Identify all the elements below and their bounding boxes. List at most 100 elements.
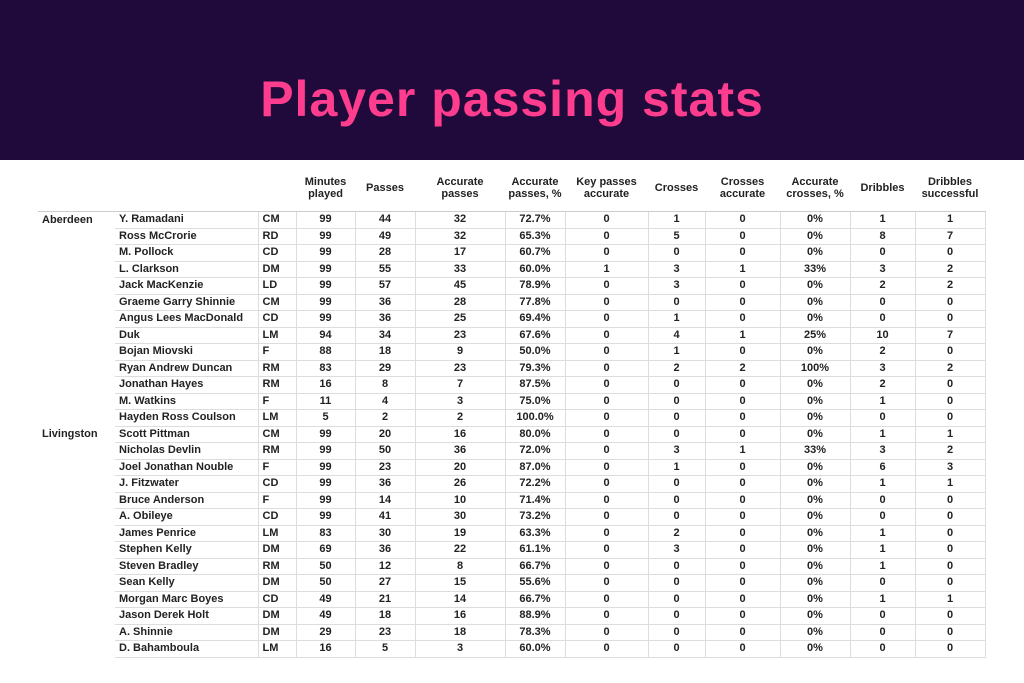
stat-cell: 0% bbox=[780, 277, 851, 295]
stat-cell: 1 bbox=[915, 475, 986, 493]
stat-cell: 20 bbox=[415, 459, 506, 476]
player-row: James Penrice LM 83 30 19 63.3% 0 2 0 0% 1 0 bbox=[38, 525, 986, 542]
stat-cell: 14 bbox=[415, 591, 506, 608]
player-name: D. Bahamboula bbox=[115, 640, 259, 658]
stat-cell: 0% bbox=[780, 541, 851, 559]
stat-cell: 32 bbox=[415, 211, 506, 229]
stat-cell: 0 bbox=[915, 640, 986, 658]
stat-cell: 25 bbox=[415, 310, 506, 328]
stat-cell: 83 bbox=[296, 525, 356, 542]
stat-cell: 2 bbox=[915, 277, 986, 295]
stat-cell: 3 bbox=[648, 277, 706, 295]
stat-cell: 0 bbox=[705, 426, 781, 443]
stat-cell: 0 bbox=[850, 624, 916, 641]
stat-cell: 0 bbox=[915, 492, 986, 509]
player-row: D. Bahamboula LM 16 5 3 60.0% 0 0 0 0% 0 0 bbox=[38, 640, 986, 658]
stat-cell: 0 bbox=[915, 541, 986, 559]
stat-cell: 0 bbox=[705, 343, 781, 361]
stat-cell: 1 bbox=[705, 442, 781, 460]
stat-cell: 69 bbox=[296, 541, 356, 559]
player-name: Stephen Kelly bbox=[115, 541, 259, 559]
stat-cell: 1 bbox=[915, 591, 986, 608]
player-name: James Penrice bbox=[115, 525, 259, 542]
stat-cell: 16 bbox=[296, 376, 356, 394]
stat-cell: 10 bbox=[850, 327, 916, 344]
stat-cell: 1 bbox=[850, 558, 916, 575]
player-row: Graeme Garry Shinnie CM 99 36 28 77.8% 0 0 0 0% 0 0 bbox=[38, 294, 986, 311]
stat-cell: 28 bbox=[415, 294, 506, 311]
team-name: Livingston bbox=[42, 427, 98, 440]
stat-cell: 33 bbox=[415, 261, 506, 278]
stat-cell: 0 bbox=[915, 574, 986, 592]
stat-cell: 0 bbox=[705, 541, 781, 559]
stat-cell: 0% bbox=[780, 228, 851, 245]
stat-cell: 0% bbox=[780, 525, 851, 542]
stat-cell: 12 bbox=[355, 558, 416, 575]
position: DM bbox=[258, 261, 297, 278]
stat-cell: 0% bbox=[780, 409, 851, 427]
stat-cell: 23 bbox=[415, 360, 506, 377]
stat-cell: 0% bbox=[780, 640, 851, 658]
player-row: Steven Bradley RM 50 12 8 66.7% 0 0 0 0% 1 0 bbox=[38, 558, 986, 575]
stat-cell: 55.6% bbox=[505, 574, 566, 592]
stat-cell: 9 bbox=[415, 343, 506, 361]
stat-cell: 16 bbox=[415, 426, 506, 443]
stat-cell: 0 bbox=[850, 409, 916, 427]
stat-cell: 99 bbox=[296, 442, 356, 460]
player-name: Bruce Anderson bbox=[115, 492, 259, 509]
player-row: Livingston Scott Pittman CM 99 20 16 80.0% 0 0 0 0… bbox=[38, 426, 986, 443]
player-name: Joel Jonathan Nouble bbox=[115, 459, 259, 476]
stat-cell: 8 bbox=[355, 376, 416, 394]
stat-cell: 0% bbox=[780, 393, 851, 410]
column-header: Accurate passes, % bbox=[505, 165, 565, 212]
stat-cell: 0 bbox=[915, 624, 986, 641]
stat-cell: 0 bbox=[565, 211, 649, 229]
blank bbox=[38, 608, 115, 625]
stat-cell: 3 bbox=[850, 360, 916, 377]
stat-cell: 3 bbox=[850, 442, 916, 460]
stat-cell: 99 bbox=[296, 244, 356, 262]
position: F bbox=[258, 343, 297, 361]
stat-cell: 49 bbox=[296, 607, 356, 625]
stat-cell: 100% bbox=[780, 360, 851, 377]
player-name: Graeme Garry Shinnie bbox=[115, 294, 259, 311]
blank bbox=[38, 261, 115, 278]
stat-cell: 72.7% bbox=[505, 211, 566, 229]
stat-cell: 0 bbox=[705, 624, 781, 641]
stat-cell: 29 bbox=[296, 624, 356, 641]
stat-cell: 0 bbox=[648, 591, 706, 608]
stat-cell: 72.0% bbox=[505, 442, 566, 460]
stat-cell: 0 bbox=[648, 409, 706, 427]
stat-cell: 7 bbox=[915, 327, 986, 344]
blank bbox=[38, 459, 115, 476]
title: Player passing stats bbox=[260, 71, 764, 127]
stat-cell: 0 bbox=[850, 508, 916, 526]
stat-cell: 4 bbox=[648, 327, 706, 344]
position: LM bbox=[258, 409, 297, 427]
stat-cell: 1 bbox=[850, 426, 916, 443]
stat-cell: 0 bbox=[565, 244, 649, 262]
player-name: M. Watkins bbox=[115, 393, 259, 410]
stat-cell: 16 bbox=[296, 640, 356, 658]
stat-cell: 61.1% bbox=[505, 541, 566, 559]
stat-cell: 71.4% bbox=[505, 492, 566, 509]
stat-cell: 10 bbox=[415, 492, 506, 509]
player-row: Jason Derek Holt DM 49 18 16 88.9% 0 0 0 0% 0 0 bbox=[38, 607, 986, 625]
column-header: Crosses bbox=[648, 165, 705, 212]
blank bbox=[38, 558, 115, 575]
player-name: M. Pollock bbox=[115, 244, 259, 262]
stat-cell: 80.0% bbox=[505, 426, 566, 443]
stat-cell: 0 bbox=[565, 376, 649, 394]
stat-cell: 99 bbox=[296, 228, 356, 245]
column-header: Dribbles bbox=[850, 165, 915, 212]
stat-cell: 99 bbox=[296, 310, 356, 328]
stat-cell: 7 bbox=[915, 228, 986, 245]
stat-cell: 0 bbox=[705, 211, 781, 229]
player-row: Stephen Kelly DM 69 36 22 61.1% 0 3 0 0% 1 0 bbox=[38, 541, 986, 559]
stat-cell: 36 bbox=[355, 294, 416, 311]
player-row: A. Obileye CD 99 41 30 73.2% 0 0 0 0% 0 0 bbox=[38, 508, 986, 526]
stat-cell: 57 bbox=[355, 277, 416, 295]
player-row: Jack MacKenzie LD 99 57 45 78.9% 0 3 0 0% 2 2 bbox=[38, 277, 986, 295]
stat-cell: 15 bbox=[415, 574, 506, 592]
